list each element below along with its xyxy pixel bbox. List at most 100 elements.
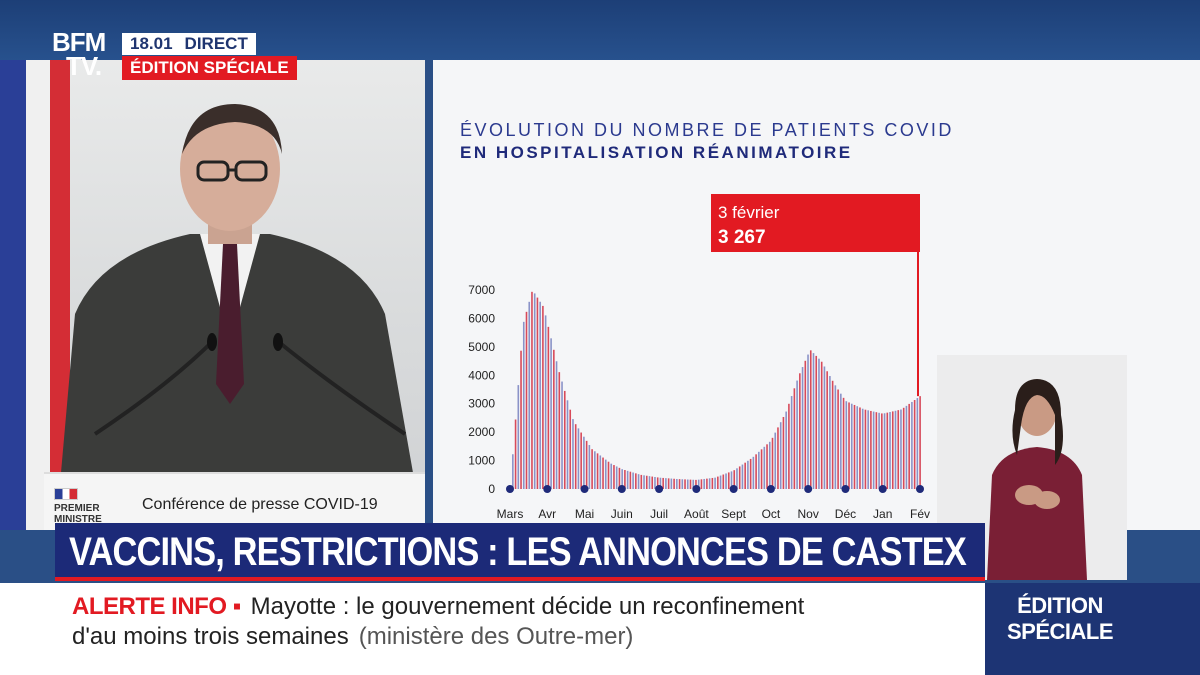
- chart-bar: [553, 349, 555, 489]
- news-ticker: ALERTE INFO ▪ Mayotte : le gouvernement d…: [0, 583, 985, 675]
- chart-title-line1: ÉVOLUTION DU NOMBRE DE PATIENTS COVID: [460, 120, 954, 140]
- chart-bar: [585, 440, 588, 489]
- chart-bar: [902, 407, 905, 489]
- y-tick-label: 5000: [468, 340, 495, 354]
- chart-bar: [577, 428, 580, 489]
- month-dot: [655, 485, 664, 493]
- chart-bar: [758, 451, 760, 489]
- callout-date: 3 février: [718, 203, 780, 222]
- chart-bar: [512, 454, 514, 489]
- chart-bar: [848, 402, 850, 489]
- chart-bar: [558, 372, 561, 489]
- chart-bar: [695, 479, 697, 489]
- chart-bar: [629, 471, 632, 489]
- chart-bar: [738, 466, 741, 489]
- chart-bar: [905, 405, 908, 489]
- month-dot: [543, 485, 552, 493]
- edition-speciale-box: ÉDITION SPÉCIALE: [985, 583, 1200, 675]
- chart-bar: [853, 404, 856, 489]
- sign-language-interpreter: [937, 355, 1127, 580]
- headline-text: VACCINS, RESTRICTIONS : LES ANNONCES DE …: [69, 530, 967, 574]
- chart-bar: [725, 473, 727, 489]
- callout-value: 3 267: [718, 227, 766, 248]
- podium-logo-line1: PREMIER: [54, 503, 100, 514]
- chart-bar: [900, 409, 902, 489]
- chart-bar: [859, 407, 861, 489]
- chart-bar: [648, 476, 651, 489]
- chart-bar: [842, 397, 845, 489]
- chart-bar: [875, 412, 878, 489]
- chart-bar: [531, 291, 533, 489]
- chart-bar: [542, 305, 544, 489]
- x-tick-label: Avr: [538, 507, 556, 521]
- chart-bar: [826, 371, 828, 489]
- chart-bar: [594, 451, 596, 489]
- chart-bar: [673, 478, 675, 489]
- headline-accent-line: [55, 577, 985, 581]
- chart-bar: [602, 457, 604, 489]
- chart-bar: [678, 479, 681, 489]
- podium-logo-line2: MINISTRE: [54, 514, 102, 525]
- live-time: 18.01: [122, 33, 181, 55]
- chart-bar: [793, 388, 796, 489]
- chart-bar: [684, 479, 686, 489]
- chart-bar: [574, 424, 577, 489]
- chart-bar: [801, 367, 804, 489]
- month-dot: [841, 485, 850, 493]
- chart-bar: [812, 353, 815, 489]
- chart-bar: [840, 393, 842, 489]
- chart-bar: [760, 449, 763, 489]
- speaker-figure: [60, 104, 415, 484]
- chart-bar: [591, 449, 593, 489]
- y-tick-label: 4000: [468, 368, 495, 382]
- ticker-line1: Mayotte : le gouvernement décide un reco…: [250, 593, 805, 620]
- chart-bar: [599, 455, 602, 489]
- y-tick-label: 7000: [468, 283, 495, 297]
- chart-bar: [547, 326, 550, 489]
- chart-bar: [919, 396, 921, 489]
- chart-bar: [785, 411, 787, 489]
- alert-info-label: ALERTE INFO ▪: [72, 593, 241, 620]
- chart-bar: [867, 410, 869, 489]
- edition-box-line1: ÉDITION: [1017, 593, 1103, 618]
- chart-bar: [889, 412, 891, 489]
- chart-bar: [850, 403, 853, 489]
- chart-bar: [528, 301, 531, 489]
- chart-bar: [569, 409, 572, 489]
- chart-bar: [588, 445, 591, 489]
- month-dot: [580, 485, 589, 493]
- y-tick-label: 6000: [468, 311, 495, 325]
- chart-bar: [796, 380, 798, 489]
- x-tick-label: Mars: [497, 507, 524, 521]
- callout-box: [711, 194, 920, 252]
- chart-bar: [604, 459, 607, 489]
- chart-bar: [681, 479, 684, 489]
- interpreter-figure: [987, 379, 1087, 580]
- live-indicator: 18.01 DIRECT: [122, 33, 256, 55]
- chart-bar: [916, 398, 919, 489]
- chart-bar: [799, 373, 801, 489]
- chart-bar: [667, 478, 670, 489]
- chart-bar: [659, 477, 662, 489]
- ticker-line2: d'au moins trois semaines: [72, 623, 349, 650]
- x-tick-label: Déc: [835, 507, 856, 521]
- chart-bar: [651, 476, 654, 489]
- chart-bar: [583, 436, 585, 489]
- x-tick-label: Août: [684, 507, 709, 521]
- chart-bar: [607, 461, 610, 489]
- month-dot: [804, 485, 813, 493]
- chart-bar: [637, 474, 640, 489]
- chart-bar: [708, 478, 711, 489]
- chart-bar: [804, 360, 807, 489]
- chart-bar: [747, 460, 749, 489]
- chart-bar: [870, 410, 872, 489]
- chart-bar: [686, 479, 689, 489]
- chart-bar: [911, 401, 913, 489]
- chart-bar: [807, 354, 809, 489]
- chart-bar: [913, 400, 916, 489]
- chart-bar: [719, 475, 722, 489]
- chart-bar: [820, 361, 823, 489]
- chart-bar: [706, 478, 708, 489]
- chart-title-line2: EN HOSPITALISATION RÉANIMATOIRE: [460, 143, 853, 162]
- chart-bar: [514, 419, 517, 489]
